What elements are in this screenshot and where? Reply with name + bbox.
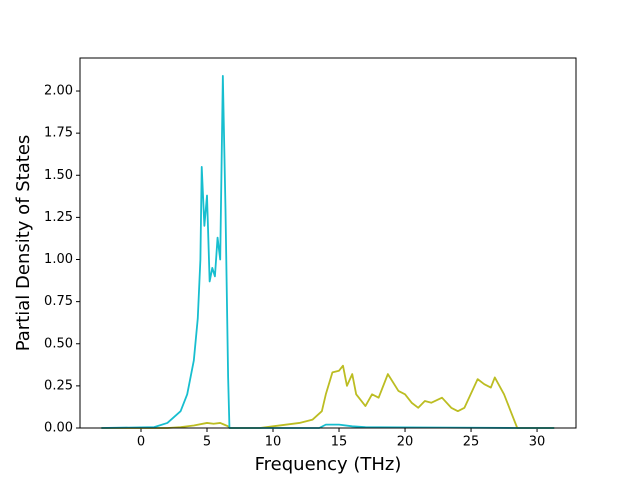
x-tick-label: 25 [463,435,480,450]
y-tick-label: 0.75 [44,294,73,309]
series-line [101,74,555,429]
y-tick-label: 0.00 [44,421,73,436]
y-tick-label: 2.00 [44,84,73,99]
x-tick-label: 30 [529,435,546,450]
y-tick-label: 0.50 [44,336,73,351]
x-tick-label: 0 [137,435,145,450]
series-line [101,364,555,429]
plot-frame [79,57,577,429]
x-tick-label: 5 [203,435,211,450]
x-tick-label: 20 [397,435,414,450]
y-tick-label: 1.75 [44,126,73,141]
y-axis-label: Partial Density of States [13,135,34,352]
x-tick-label: 15 [331,435,348,450]
x-axis-label: Frequency (THz) [255,454,402,475]
y-tick-label: 1.50 [44,168,73,183]
y-tick-label: 0.25 [44,378,73,393]
y-tick-label: 1.25 [44,210,73,225]
x-tick-label: 10 [265,435,282,450]
y-tick-label: 1.00 [44,252,73,267]
